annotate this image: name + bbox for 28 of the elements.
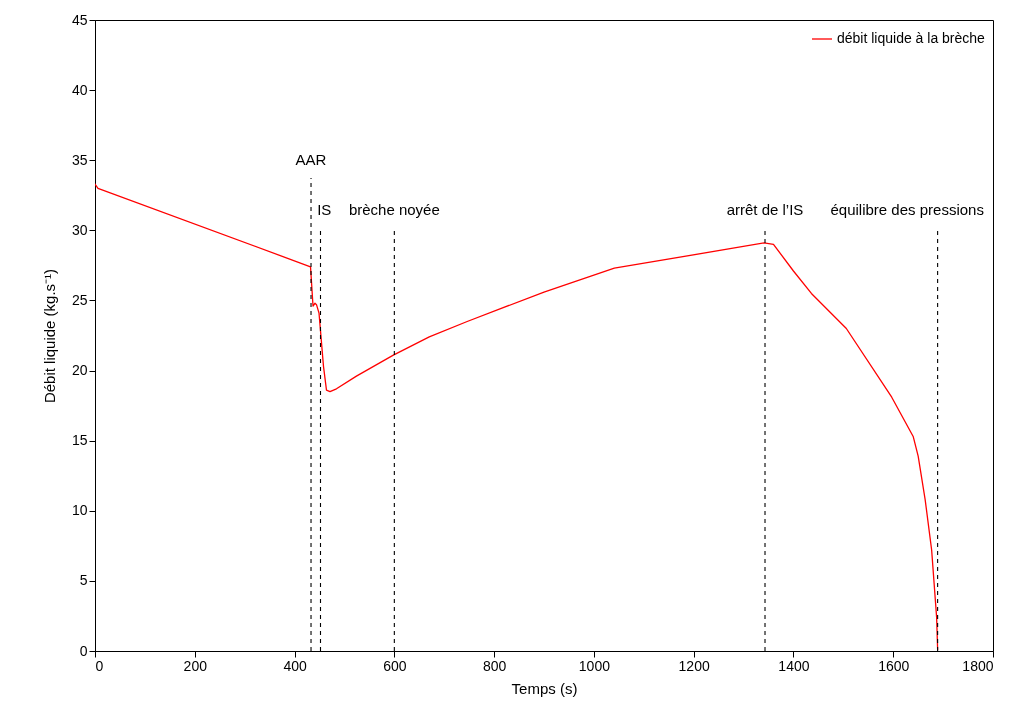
x-axis-title: Temps (s) [511,679,578,697]
y-tick-label: 15 [71,432,88,449]
y-tick-label: 10 [71,502,88,519]
x-tick-label: 1400 [778,657,810,674]
x-tick-label: 0 [95,657,104,674]
x-tick-label: 1800 [962,657,994,674]
ref-line-label: AAR [295,151,327,168]
y-tick-label: 0 [79,642,88,659]
x-tick-label: 800 [482,657,507,674]
y-axis-title: Débit liquide (kg.s⁻¹) [40,268,58,404]
ref-line-label: IS [317,201,332,218]
y-tick-label: 20 [71,362,88,379]
y-tick-label: 25 [71,291,88,308]
x-tick-label: 400 [283,657,307,674]
ref-line-label: équilibre des pressions [830,201,984,218]
x-tick-label: 600 [383,657,407,674]
y-tick-label: 45 [71,11,88,28]
x-tick-label: 1200 [678,657,710,674]
y-tick-label: 5 [79,572,88,589]
y-tick-label: 35 [71,151,88,168]
y-tick-label: 30 [71,221,88,238]
y-tick-label: 40 [71,81,88,98]
x-tick-label: 1600 [878,657,910,674]
ref-line-label: arrêt de l’IS [726,201,804,218]
x-tick-label: 1000 [578,657,611,674]
ref-line-label: brèche noyée [348,201,440,218]
legend-label: débit liquide à la brèche [837,30,986,46]
x-tick-label: 200 [183,657,208,674]
